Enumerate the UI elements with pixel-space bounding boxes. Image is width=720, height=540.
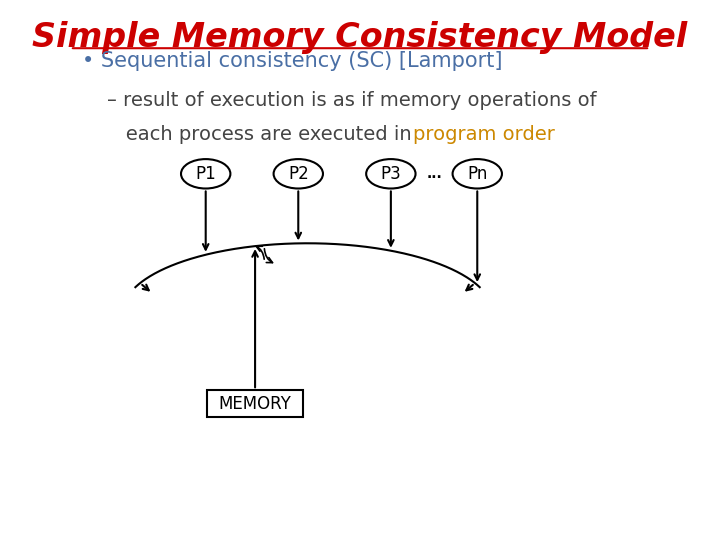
Text: • Sequential consistency (SC) [Lamport]: • Sequential consistency (SC) [Lamport]	[82, 51, 503, 71]
Text: each process are executed in: each process are executed in	[107, 125, 418, 144]
Text: Pn: Pn	[467, 165, 487, 183]
Text: P3: P3	[380, 165, 401, 183]
Text: Simple Memory Consistency Model: Simple Memory Consistency Model	[32, 22, 688, 55]
Text: P2: P2	[288, 165, 309, 183]
Text: – result of execution is as if memory operations of: – result of execution is as if memory op…	[107, 91, 597, 110]
Text: ...: ...	[426, 167, 442, 181]
Text: program order: program order	[413, 125, 555, 144]
Text: P1: P1	[195, 165, 216, 183]
Bar	[207, 390, 303, 417]
Text: MEMORY: MEMORY	[219, 395, 292, 413]
